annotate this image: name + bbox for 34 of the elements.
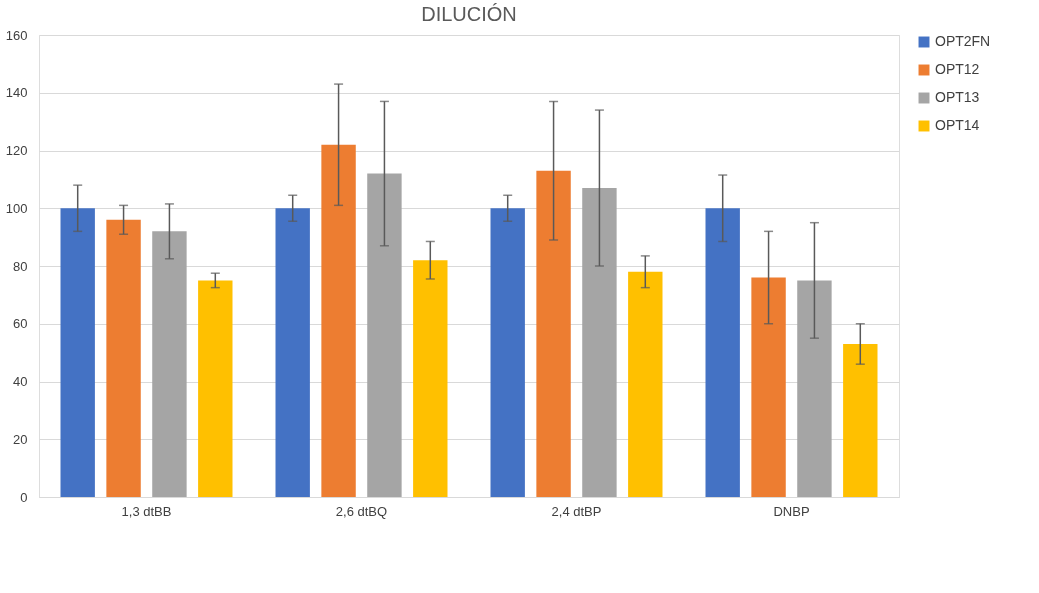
- legend-label: OPT14: [935, 117, 980, 133]
- bar: [490, 208, 525, 497]
- bar: [705, 208, 740, 497]
- y-tick-label: 20: [13, 431, 28, 447]
- y-tick-label: 140: [5, 85, 28, 101]
- bar: [106, 219, 141, 497]
- bar: [797, 280, 832, 497]
- bar: [582, 188, 617, 497]
- y-tick-label: 160: [5, 27, 28, 43]
- bar: [275, 208, 310, 497]
- bar: [751, 277, 786, 497]
- legend-label: OPT12: [935, 61, 980, 77]
- x-tick-label: 1,3 dtBB: [121, 503, 172, 519]
- x-tick-label: DNBP: [773, 503, 810, 519]
- y-tick-label: 40: [13, 374, 28, 389]
- bar: [413, 260, 448, 497]
- y-tick-label: 0: [20, 489, 28, 505]
- legend-label: OPT13: [935, 89, 980, 105]
- y-tick-label: 60: [13, 316, 28, 332]
- bar: [321, 144, 356, 497]
- x-tick-label: 2,4 dtBP: [551, 503, 602, 519]
- bar: [152, 231, 187, 497]
- y-tick-label: 120: [5, 143, 28, 158]
- x-tick-label: 2,6 dtBQ: [335, 503, 388, 519]
- bar: [60, 208, 95, 497]
- chart-title: DILUCIÓN: [421, 3, 517, 25]
- y-tick-label: 100: [5, 200, 28, 216]
- bar: [628, 271, 663, 497]
- bar: [536, 170, 571, 497]
- bar: [843, 343, 878, 497]
- bar: [367, 173, 402, 497]
- bar: [198, 280, 233, 497]
- legend-label: OPT2FN: [935, 33, 991, 49]
- y-tick-label: 80: [13, 258, 28, 274]
